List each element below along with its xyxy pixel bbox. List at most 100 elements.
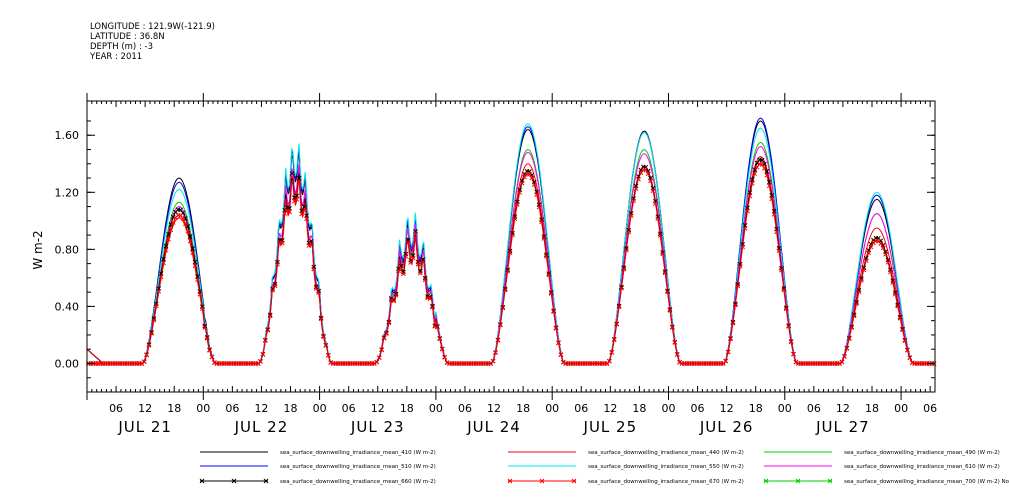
series-marker-670 [621,266,627,272]
day-label: JUL 24 [466,418,521,436]
series-marker-670 [725,349,731,355]
series-marker-670 [771,212,777,217]
series-marker-660 [786,323,792,329]
series-marker-670 [609,350,615,355]
series-marker-670 [643,167,649,173]
series-marker-660 [851,312,857,318]
x-tick-label: 06 [923,402,937,415]
series-marker-670 [316,290,321,296]
series-marker-660 [781,285,787,291]
series-marker-660 [769,192,775,198]
series-marker-660 [890,278,896,284]
series-marker-670 [309,241,314,247]
series-marker-670 [517,190,523,195]
series-marker-670 [534,192,540,197]
x-tick-label: 18 [167,402,181,415]
series-marker-670 [151,317,157,323]
series-lines [86,117,935,364]
series-marker-670 [296,179,302,185]
day-label: JUL 27 [815,418,870,436]
series-marker-670 [272,283,278,289]
series-marker-670 [415,261,421,267]
series-line-610 [86,146,935,364]
series-marker-670 [192,263,198,269]
series-marker-660 [393,291,399,297]
legend-label: sea_surface_downwelling_irradiance_mean_… [844,450,1000,456]
series-marker-670 [866,250,871,256]
series-marker-670 [391,298,397,304]
series-marker-670 [376,355,382,361]
legend-marker [263,478,269,484]
series-marker-670 [723,358,729,364]
x-tick-label: 12 [720,402,734,415]
series-marker-670 [846,336,852,342]
series-marker-660 [202,323,208,329]
series-marker-660 [507,248,513,254]
legend-marker [231,478,237,484]
series-marker-670 [655,216,661,222]
series-marker-670 [897,315,903,321]
series-marker-660 [272,281,278,287]
series-marker-670 [560,359,566,365]
series-marker-670 [141,359,147,365]
series-marker-670 [628,213,634,218]
series-marker-670 [401,271,406,277]
series-marker-660 [849,324,855,330]
series-marker-670 [156,288,162,294]
series-marker-660 [313,284,319,290]
series-marker-670 [890,280,896,285]
series-marker-670 [510,232,515,238]
series-marker-670 [202,325,208,330]
series-marker-660 [660,249,666,255]
x-tick-label: 00 [894,402,908,415]
header-longitude: LONGITUDE : 121.9W(-121.9) [90,22,215,32]
series-marker-670 [262,338,268,344]
series-marker-670 [735,283,741,289]
x-tick-label: 00 [196,402,210,415]
series-marker-660 [657,231,663,237]
series-marker-670 [858,278,864,283]
legend-label: sea_surface_downwelling_irradiance_mean_… [844,464,1000,470]
series-marker-670 [442,355,447,360]
x-tick-label: 18 [400,402,414,415]
x-tick-label: 18 [865,402,879,415]
series-marker-670 [420,259,426,264]
series-marker-670 [168,227,174,233]
series-marker-670 [883,251,888,257]
series-marker-660 [541,234,547,239]
series-marker-660 [422,275,428,281]
series-marker-670 [907,355,913,361]
series-marker-660 [747,190,753,195]
series-marker-660 [895,302,901,308]
series-marker-670 [900,327,905,333]
series-marker-670 [607,358,612,364]
x-tick-label: 12 [836,402,850,415]
series-marker-660 [546,271,552,276]
series-marker-670 [260,352,266,357]
series-marker-670 [885,260,891,265]
series-marker-670 [493,350,498,356]
series-marker-660 [430,303,435,309]
series-marker-670 [294,197,300,202]
series-marker-670 [902,338,908,344]
series-marker-670 [403,253,409,259]
x-tick-label: 00 [545,402,559,415]
series-marker-670 [781,287,787,293]
series-marker-670 [439,346,445,352]
series-marker-670 [275,261,280,267]
series-marker-660 [551,308,556,314]
x-tick-label: 18 [516,402,530,415]
x-tick-label: 12 [371,402,385,415]
series-marker-670 [410,255,416,261]
series-markers [86,157,937,366]
series-marker-670 [645,171,651,177]
series-marker-670 [791,351,796,357]
series-marker-670 [878,241,884,246]
series-marker-670 [381,335,387,341]
x-tick-label: 12 [254,402,268,415]
series-marker-670 [539,219,544,225]
series-marker-660 [900,326,905,332]
day-label: JUL 22 [234,418,289,436]
series-marker-670 [161,260,166,266]
series-marker-660 [505,267,510,273]
